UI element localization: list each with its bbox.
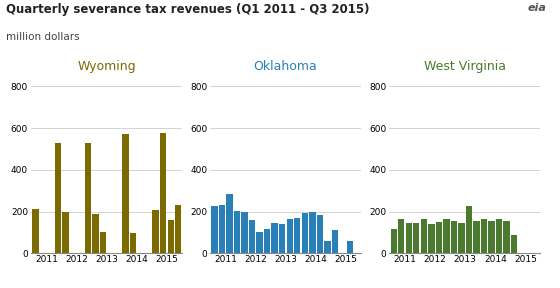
Bar [511, 235, 517, 253]
Bar [347, 241, 353, 253]
Text: Oklahoma: Oklahoma [254, 60, 318, 73]
Bar [62, 212, 68, 253]
Bar [503, 221, 510, 253]
Bar [496, 219, 502, 253]
Bar [175, 205, 181, 253]
Bar [302, 213, 308, 253]
Text: eia: eia [527, 3, 546, 13]
Text: West Virginia: West Virginia [424, 60, 506, 73]
Bar [436, 222, 442, 253]
Bar [287, 219, 293, 253]
Bar [316, 215, 323, 253]
Bar [481, 219, 487, 253]
Bar [488, 221, 494, 253]
Bar [279, 224, 286, 253]
Bar [198, 149, 204, 253]
Bar [130, 233, 136, 253]
Bar [152, 210, 159, 253]
Bar [226, 194, 233, 253]
Bar [123, 134, 129, 253]
Bar [241, 212, 248, 253]
Bar [294, 218, 301, 253]
Bar [219, 205, 225, 253]
Bar [55, 143, 61, 253]
Bar [390, 230, 397, 253]
Bar [451, 221, 457, 253]
Bar [421, 219, 427, 253]
Bar [85, 143, 91, 253]
Bar [458, 223, 465, 253]
Bar [466, 206, 472, 253]
Bar [92, 214, 99, 253]
Bar [264, 230, 270, 253]
Text: Wyoming: Wyoming [77, 60, 136, 73]
Bar [428, 224, 435, 253]
Bar [443, 219, 450, 253]
Text: Quarterly severance tax revenues (Q1 2011 - Q3 2015): Quarterly severance tax revenues (Q1 201… [6, 3, 369, 16]
Bar [256, 232, 263, 253]
Bar [473, 221, 480, 253]
Bar [324, 241, 330, 253]
Bar [211, 206, 218, 253]
Text: million dollars: million dollars [6, 32, 79, 42]
Bar [405, 223, 412, 253]
Bar [167, 220, 174, 253]
Bar [32, 209, 39, 253]
Bar [398, 219, 404, 253]
Bar [272, 223, 278, 253]
Bar [100, 232, 106, 253]
Bar [309, 212, 315, 253]
Bar [160, 133, 166, 253]
Bar [234, 211, 240, 253]
Bar [332, 230, 338, 253]
Bar [249, 220, 255, 253]
Bar [413, 223, 419, 253]
